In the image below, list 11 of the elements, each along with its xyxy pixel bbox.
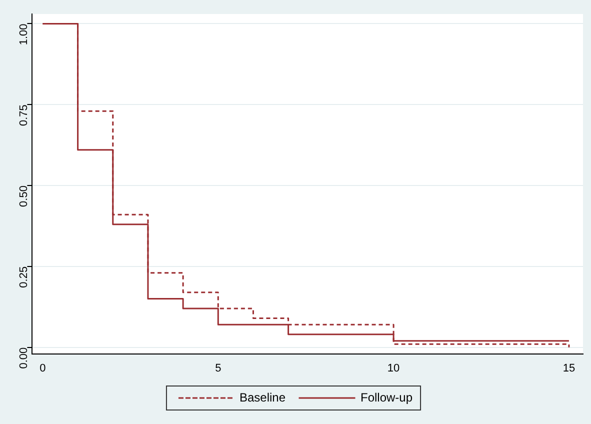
x-tick-label: 5 bbox=[215, 362, 222, 374]
x-tick-label: 10 bbox=[387, 362, 400, 374]
legend-label: Baseline bbox=[239, 390, 286, 404]
y-tick-label: 0.25 bbox=[18, 266, 30, 288]
y-tick-label: 0.50 bbox=[18, 186, 30, 207]
legend-label: Follow-up bbox=[360, 390, 413, 404]
x-tick-label: 15 bbox=[562, 362, 576, 374]
y-tick-label: 0.00 bbox=[18, 347, 30, 369]
x-tick-label: 0 bbox=[40, 362, 46, 374]
y-tick-label: 1.00 bbox=[18, 24, 30, 46]
y-tick-label: 0.75 bbox=[18, 104, 30, 126]
